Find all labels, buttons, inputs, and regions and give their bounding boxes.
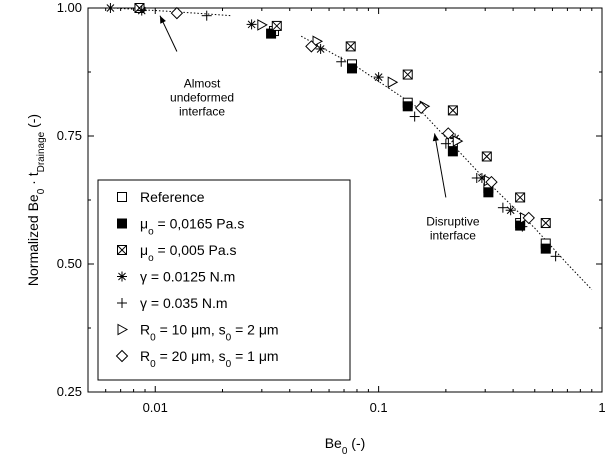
- legend-marker-7: [115, 349, 129, 363]
- legend-label: R0 = 10 μm, s0 = 2 μm: [140, 322, 279, 344]
- data-point-series-3: [402, 69, 413, 80]
- axis-ticks: 0.25 0.50 0.75 1.00 0.01 0.1 1: [57, 0, 606, 415]
- data-point-series-7: [522, 211, 535, 225]
- legend: Reference μo = 0,0165 Pa.s μo = 0,005 Pa.s…: [97, 179, 351, 381]
- legend-label: μo = 0,0165 Pa.s: [140, 216, 244, 238]
- y-axis-title: Normalized Be0 · tDrainage (-): [25, 114, 47, 286]
- data-point-series-3: [540, 218, 551, 229]
- data-point-series-4: [246, 19, 257, 30]
- annotation-text: undeformed: [170, 90, 234, 104]
- legend-label: R0 = 20 μm, s0 = 1 μm: [140, 348, 279, 370]
- legend-label: μo = 0,005 Pa.s: [140, 242, 237, 264]
- annotation-text: interface: [430, 229, 476, 243]
- x-axis-title: Be0 (-): [325, 435, 366, 457]
- data-point-series-2: [447, 146, 458, 157]
- data-point-series-4: [373, 72, 384, 83]
- data-point-series-3: [345, 41, 356, 52]
- data-point-series-7: [485, 175, 498, 189]
- legend-label: γ = 0.035 N.m: [140, 295, 228, 311]
- data-point-series-7: [414, 101, 428, 115]
- data-point-series-2: [540, 243, 551, 254]
- data-point-series-7: [442, 127, 455, 140]
- data-point-series-2: [346, 63, 357, 74]
- annotation-text: Almost: [184, 76, 221, 90]
- legend-marker-6: [117, 323, 129, 336]
- data-points: [105, 3, 561, 262]
- data-point-series-3: [515, 192, 526, 203]
- data-point-series-4: [136, 5, 147, 16]
- data-point-series-4: [315, 43, 326, 54]
- data-point-series-2: [402, 101, 413, 112]
- legend-marker-5: [117, 298, 127, 308]
- x-tick-label: 1: [598, 400, 605, 415]
- data-point-series-3: [481, 151, 492, 162]
- y-tick-label: 1.00: [57, 0, 82, 15]
- x-tick-label: 0.01: [143, 400, 168, 415]
- annotations: AlmostundeformedinterfaceDisruptiveinter…: [159, 15, 480, 243]
- legend-label: γ = 0.0125 N.m: [140, 269, 235, 285]
- data-point-series-5: [336, 56, 347, 67]
- x-tick-label: 0.1: [370, 400, 388, 415]
- data-point-series-5: [550, 251, 561, 262]
- annotation-text: Disruptive: [426, 215, 480, 229]
- y-tick-label: 0.25: [57, 384, 82, 399]
- data-point-series-6: [387, 76, 399, 89]
- data-point-series-3: [447, 105, 458, 116]
- data-point-series-3: [271, 20, 282, 31]
- data-point-series-5: [409, 111, 420, 122]
- y-tick-label: 0.75: [57, 128, 82, 143]
- data-point-series-6: [312, 35, 324, 48]
- annotation-text: interface: [179, 104, 225, 118]
- data-point-series-4: [505, 205, 516, 216]
- annotation-arrowhead: [432, 133, 439, 142]
- data-point-series-5: [497, 202, 508, 213]
- data-point-series-4: [105, 3, 116, 13]
- legend-label: Reference: [140, 189, 205, 205]
- data-point-series-5: [201, 10, 212, 21]
- legend-marker-4: [117, 271, 127, 282]
- data-point-series-7: [170, 6, 184, 20]
- data-point-series-7: [305, 40, 318, 53]
- y-tick-label: 0.50: [57, 256, 82, 271]
- data-point-series-5: [440, 138, 451, 149]
- data-point-series-6: [257, 19, 268, 31]
- legend-marker-2: [117, 218, 127, 229]
- data-point-series-2: [483, 187, 494, 198]
- legend-marker-3: [117, 245, 127, 255]
- annotation-arrowhead: [160, 15, 166, 24]
- legend-box: [97, 179, 351, 381]
- data-point-series-6: [452, 135, 464, 147]
- data-point-series-5: [517, 221, 528, 232]
- data-point-series-2: [266, 28, 277, 39]
- data-point-series-5: [471, 172, 482, 183]
- annotation-arrow: [434, 133, 447, 198]
- legend-marker-1: [117, 192, 127, 202]
